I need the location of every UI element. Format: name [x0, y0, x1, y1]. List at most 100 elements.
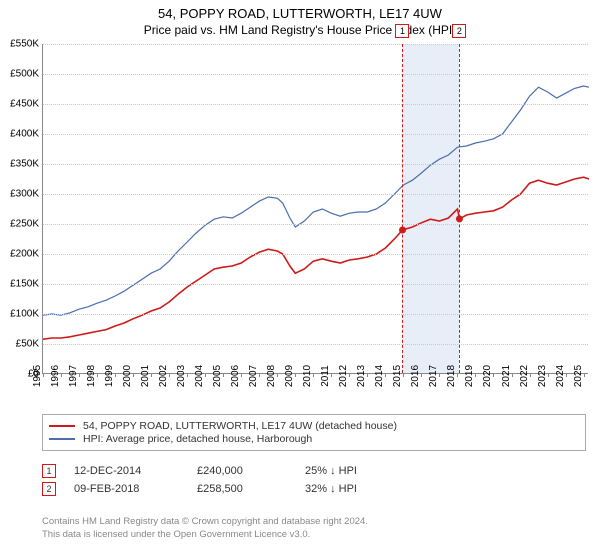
- transaction-marker: 1: [42, 464, 56, 478]
- x-axis-label: 2008: [266, 365, 277, 387]
- transaction-row: 2 09-FEB-2018 £258,500 32% ↓ HPI: [42, 482, 586, 496]
- chart-plot-area: £0£50K£100K£150K£200K£250K£300K£350K£400…: [42, 44, 588, 374]
- gridline: [43, 104, 588, 105]
- y-axis-label: £200K: [10, 249, 39, 260]
- x-axis-label: 2011: [321, 365, 332, 387]
- x-tick: [205, 373, 206, 377]
- y-axis-label: £500K: [10, 69, 39, 80]
- x-tick: [349, 373, 350, 377]
- x-axis-label: 1996: [50, 365, 61, 387]
- event-marker: 1: [395, 24, 409, 38]
- transaction-price: £240,000: [197, 465, 287, 477]
- legend-item: HPI: Average price, detached house, Harb…: [49, 433, 579, 445]
- x-tick: [241, 373, 242, 377]
- footer-line: This data is licensed under the Open Gov…: [42, 529, 586, 542]
- transaction-date: 12-DEC-2014: [74, 465, 179, 477]
- chart-title: 54, POPPY ROAD, LUTTERWORTH, LE17 4UW: [0, 6, 600, 21]
- x-axis-label: 2003: [176, 365, 187, 387]
- x-tick: [169, 373, 170, 377]
- x-tick: [187, 373, 188, 377]
- x-axis-label: 2000: [122, 365, 133, 387]
- transaction-price: £258,500: [197, 483, 287, 495]
- x-tick: [421, 373, 422, 377]
- series-hpi: [43, 86, 589, 315]
- gridline: [43, 194, 588, 195]
- x-axis-label: 1997: [68, 365, 79, 387]
- x-tick: [475, 373, 476, 377]
- gridline: [43, 254, 588, 255]
- gridline: [43, 44, 588, 45]
- transaction-table: 1 12-DEC-2014 £240,000 25% ↓ HPI 2 09-FE…: [42, 460, 586, 500]
- y-axis-label: £550K: [10, 39, 39, 50]
- y-axis-label: £100K: [10, 309, 39, 320]
- transaction-hpi-delta: 32% ↓ HPI: [305, 483, 415, 495]
- x-axis-label: 2012: [338, 365, 349, 387]
- gridline: [43, 284, 588, 285]
- x-axis-label: 2021: [500, 365, 511, 387]
- event-line: [459, 44, 460, 373]
- x-tick: [133, 373, 134, 377]
- gridline: [43, 134, 588, 135]
- x-axis-label: 2009: [284, 365, 295, 387]
- chart-subtitle: Price paid vs. HM Land Registry's House …: [0, 23, 600, 37]
- x-axis-label: 2016: [410, 365, 421, 387]
- footer-line: Contains HM Land Registry data © Crown c…: [42, 516, 586, 529]
- legend-swatch: [49, 438, 75, 440]
- y-axis-label: £150K: [10, 279, 39, 290]
- x-axis-label: 1999: [104, 365, 115, 387]
- y-axis-label: £50K: [16, 339, 39, 350]
- x-tick: [385, 373, 386, 377]
- x-axis-label: 2022: [518, 365, 529, 387]
- legend-box: 54, POPPY ROAD, LUTTERWORTH, LE17 4UW (d…: [42, 414, 586, 451]
- x-tick: [115, 373, 116, 377]
- x-axis-label: 2023: [536, 365, 547, 387]
- gridline: [43, 164, 588, 165]
- x-axis-label: 2005: [212, 365, 223, 387]
- x-axis-label: 2019: [464, 365, 475, 387]
- x-tick: [493, 373, 494, 377]
- transaction-row: 1 12-DEC-2014 £240,000 25% ↓ HPI: [42, 464, 586, 478]
- x-axis-label: 2024: [554, 365, 565, 387]
- x-tick: [331, 373, 332, 377]
- x-tick: [223, 373, 224, 377]
- chart-svg: [43, 44, 588, 373]
- x-tick: [457, 373, 458, 377]
- x-axis-label: 1998: [86, 365, 97, 387]
- x-axis-label: 2014: [374, 365, 385, 387]
- x-tick: [61, 373, 62, 377]
- title-block: 54, POPPY ROAD, LUTTERWORTH, LE17 4UW Pr…: [0, 0, 600, 37]
- y-axis-label: £350K: [10, 159, 39, 170]
- x-axis-label: 2004: [194, 365, 205, 387]
- x-tick: [403, 373, 404, 377]
- x-tick: [259, 373, 260, 377]
- x-tick: [367, 373, 368, 377]
- transaction-date: 09-FEB-2018: [74, 483, 179, 495]
- x-tick: [151, 373, 152, 377]
- x-axis-label: 2006: [230, 365, 241, 387]
- x-tick: [313, 373, 314, 377]
- legend-label: HPI: Average price, detached house, Harb…: [83, 433, 312, 445]
- x-tick: [277, 373, 278, 377]
- gridline: [43, 314, 588, 315]
- event-marker: 2: [452, 24, 466, 38]
- x-tick: [79, 373, 80, 377]
- gridline: [43, 74, 588, 75]
- legend-swatch: [49, 425, 75, 427]
- transaction-hpi-delta: 25% ↓ HPI: [305, 465, 415, 477]
- legend-label: 54, POPPY ROAD, LUTTERWORTH, LE17 4UW (d…: [83, 420, 397, 432]
- gridline: [43, 344, 588, 345]
- footer-attribution: Contains HM Land Registry data © Crown c…: [42, 516, 586, 542]
- x-axis-label: 2002: [158, 365, 169, 387]
- x-axis-label: 2025: [572, 365, 583, 387]
- y-axis-label: £250K: [10, 219, 39, 230]
- x-axis-label: 2013: [356, 365, 367, 387]
- y-axis-label: £300K: [10, 189, 39, 200]
- x-axis-label: 2010: [302, 365, 313, 387]
- x-axis-label: 2020: [482, 365, 493, 387]
- x-tick: [43, 373, 44, 377]
- y-axis-label: £400K: [10, 129, 39, 140]
- event-line: [402, 44, 403, 373]
- x-tick: [97, 373, 98, 377]
- legend-item: 54, POPPY ROAD, LUTTERWORTH, LE17 4UW (d…: [49, 420, 579, 432]
- x-axis-label: 2018: [446, 365, 457, 387]
